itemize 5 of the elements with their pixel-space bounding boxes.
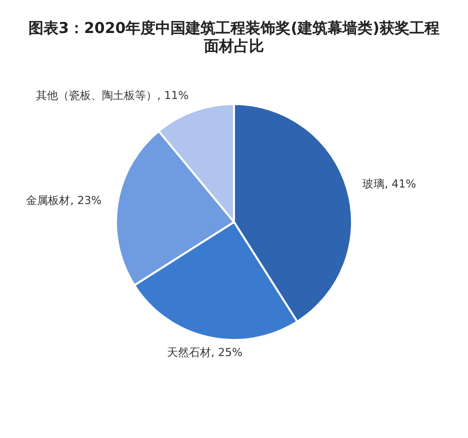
slice-label: 其他（瓷板、陶土板等）, 11% [36,88,189,102]
chart-title: 图表3：2020年度中国建筑工程装饰奖(建筑幕墙类)获奖工程面材占比 [28,19,440,55]
slice-label: 天然石材, 25% [167,346,242,359]
slice-label: 金属板材, 23% [26,194,102,208]
slice-label: 玻璃, 41% [362,178,416,191]
